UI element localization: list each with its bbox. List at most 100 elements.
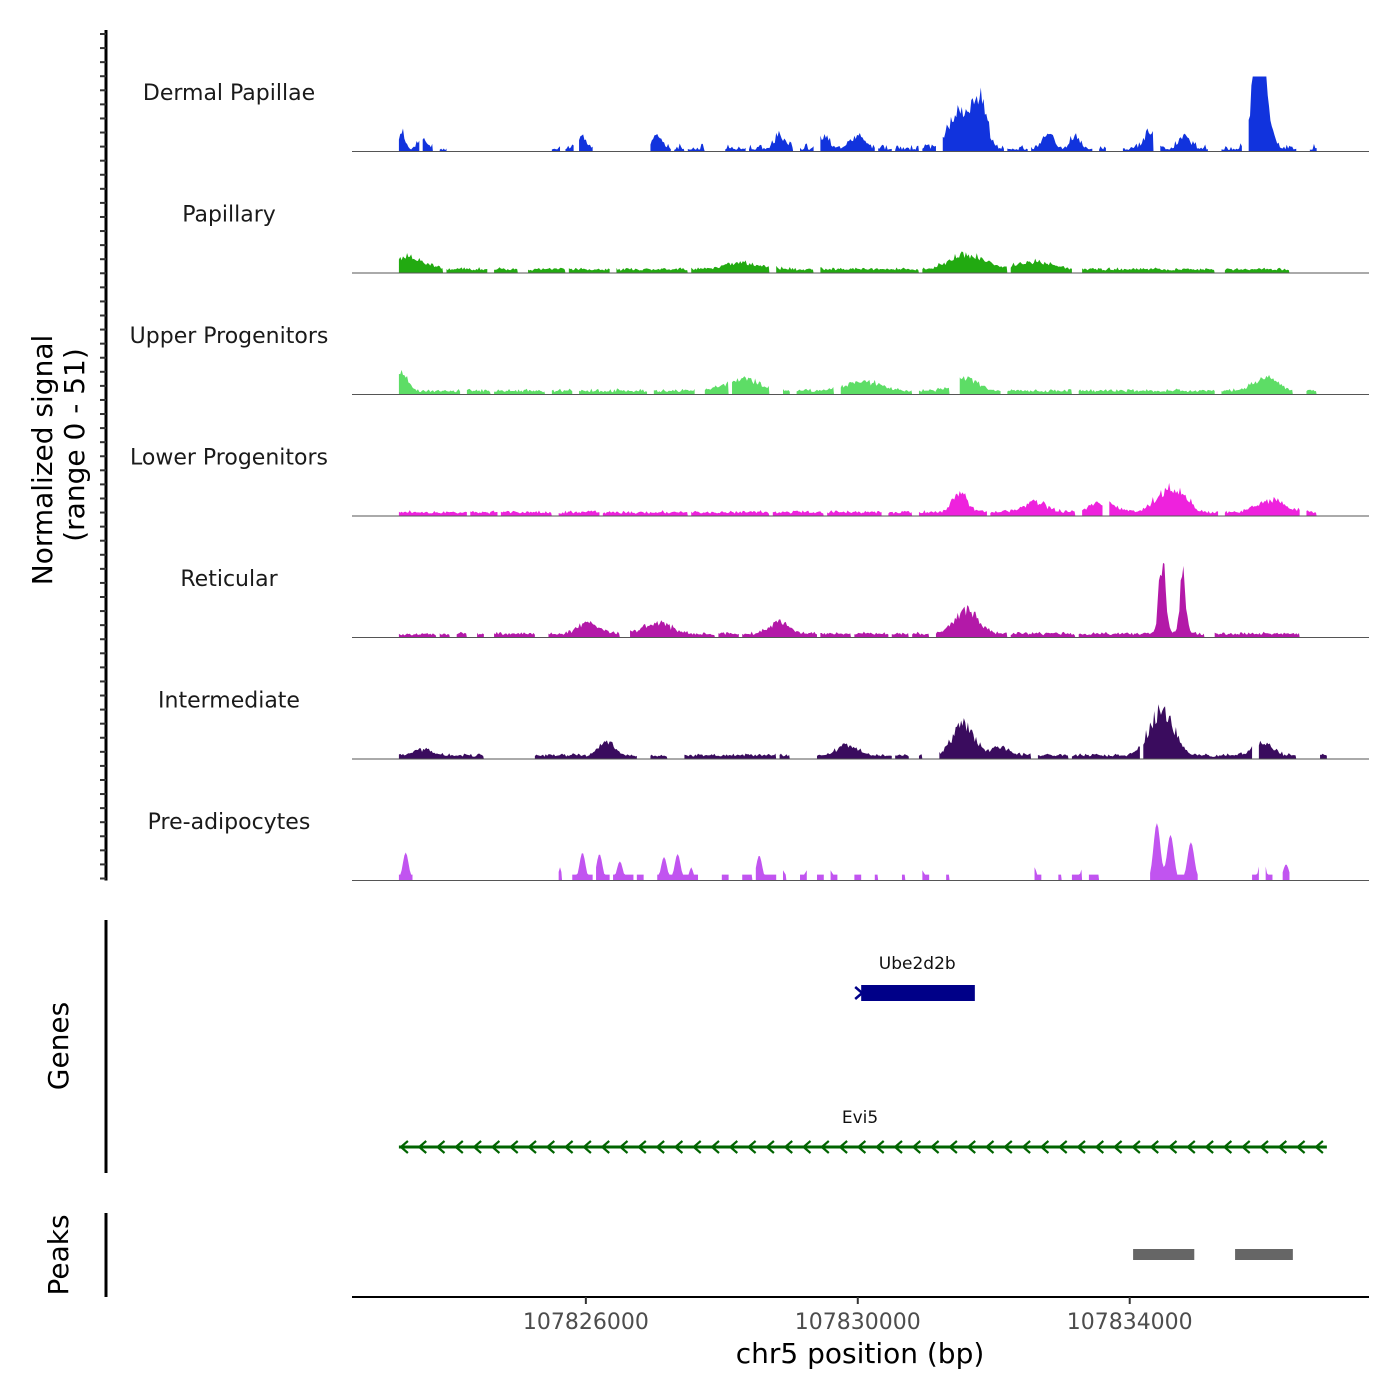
track-label-intermediate: Intermediate: [158, 689, 300, 714]
coverage-area: [742, 874, 753, 881]
gene-strand-arrow: [893, 1140, 903, 1154]
y-axis-range-label: (range 0 - 51): [58, 348, 91, 542]
gene-track: Ube2d2b Evi5: [398, 954, 1327, 1154]
coverage-area: [725, 144, 746, 152]
coverage-area: [548, 621, 620, 638]
gene-strand-arrow: [875, 1140, 885, 1154]
coverage-area: [616, 267, 688, 273]
gene-strand-arrow: [765, 1140, 775, 1154]
gene-strand-arrow: [637, 1140, 647, 1154]
gene-strand-arrow: [509, 1140, 519, 1154]
coverage-area: [650, 134, 671, 152]
coverage-area: [398, 253, 444, 273]
coverage-area: [602, 510, 688, 516]
gene-strand-arrow: [966, 1140, 976, 1154]
coverage-area: [820, 267, 919, 273]
coverage-area: [1282, 864, 1290, 881]
gene-strand-arrow: [1167, 1140, 1178, 1154]
gene-strand-arrow: [1131, 1140, 1141, 1154]
gene-strand-arrow: [1186, 1140, 1196, 1154]
coverage-area: [772, 510, 824, 516]
coverage-area: [398, 747, 484, 759]
coverage-area: [1007, 389, 1072, 395]
gene-strand-arrow: [838, 1140, 848, 1154]
coverage-area: [1078, 388, 1215, 395]
coverage-area: [1221, 374, 1293, 395]
coverage-area: [854, 631, 889, 638]
coverage-area: [891, 632, 909, 638]
coverage-area: [1071, 746, 1140, 759]
gene-strand-arrow: [1112, 1140, 1123, 1154]
gene-strand-arrow: [1039, 1140, 1050, 1154]
x-axis-tick-label: 107826000: [523, 1310, 649, 1335]
coverage-area: [1082, 501, 1103, 516]
coverage-area: [534, 740, 637, 759]
gene-strand-arrow: [1314, 1140, 1324, 1154]
coverage-area: [446, 267, 488, 273]
track-lower-progenitors: [352, 482, 1369, 517]
coverage-area: [1214, 631, 1300, 638]
coverage-area: [742, 619, 817, 638]
coverage-area: [1221, 143, 1242, 152]
y-axis-label: Normalized signal: [26, 335, 59, 586]
track-intermediate: [352, 704, 1369, 760]
coverage-area: [684, 753, 777, 759]
track-label-papillary: Papillary: [182, 203, 276, 228]
gene-strand-arrow: [692, 1140, 702, 1154]
gene-strand-arrow: [710, 1140, 720, 1154]
coverage-area: [1306, 510, 1317, 516]
gene-label: Evi5: [842, 1108, 878, 1128]
coverage-area: [551, 146, 561, 152]
gene-strand-arrow: [527, 1140, 537, 1154]
gene-evi5: Evi5: [398, 1108, 1327, 1154]
x-axis-tick-label: 107834000: [1067, 1310, 1193, 1335]
coverage-area: [827, 510, 882, 516]
gene-strand-arrow: [545, 1140, 556, 1154]
gene-strand-arrow: [1076, 1140, 1086, 1154]
coverage-area: [636, 874, 644, 881]
gene-strand-arrow: [728, 1140, 739, 1154]
coverage-tracks: [352, 76, 1369, 881]
coverage-area: [922, 251, 1008, 273]
coverage-area: [888, 510, 913, 516]
coverage-area: [568, 267, 610, 273]
peaks-panel-label: Peaks: [42, 1214, 75, 1295]
x-axis-tick-label: 107830000: [795, 1310, 921, 1335]
gene-strand-arrow: [563, 1140, 574, 1154]
coverage-area: [494, 631, 535, 638]
gene-strand-arrow: [1003, 1140, 1013, 1154]
gene-strand-arrow: [417, 1140, 427, 1154]
gene-strand-arrow: [490, 1140, 501, 1154]
coverage-area: [732, 376, 770, 395]
coverage-area: [398, 510, 467, 516]
coverage-area: [895, 754, 909, 759]
coverage-area: [1031, 133, 1093, 152]
coverage-area: [1160, 133, 1208, 152]
coverage-area: [691, 510, 770, 516]
coverage-area: [1071, 869, 1083, 881]
coverage-area: [783, 389, 790, 395]
coverage-area: [816, 743, 892, 759]
coverage-area: [749, 130, 794, 152]
coverage-area: [1037, 753, 1069, 759]
coverage-area: [1309, 143, 1317, 152]
gene-strand-arrow: [984, 1140, 995, 1154]
gene-strand-arrow: [1021, 1140, 1031, 1154]
peak-region: [1235, 1249, 1293, 1260]
coverage-area: [878, 144, 892, 152]
coverage-area: [551, 388, 573, 395]
coverage-area: [800, 143, 814, 152]
gene-ube2d2b: Ube2d2b: [854, 954, 975, 1001]
gene-strand-arrow: [911, 1140, 922, 1154]
coverage-area: [579, 134, 593, 152]
coverage-area: [820, 132, 875, 152]
gene-strand-arrow: [472, 1140, 482, 1154]
gene-strand-arrow: [820, 1140, 830, 1154]
gene-strand-arrow: [1149, 1140, 1159, 1154]
coverage-area: [922, 144, 936, 152]
coverage-area: [1034, 867, 1042, 881]
coverage-area: [650, 754, 668, 759]
coverage-area: [704, 381, 729, 395]
gene-strand-arrow: [1094, 1140, 1105, 1154]
